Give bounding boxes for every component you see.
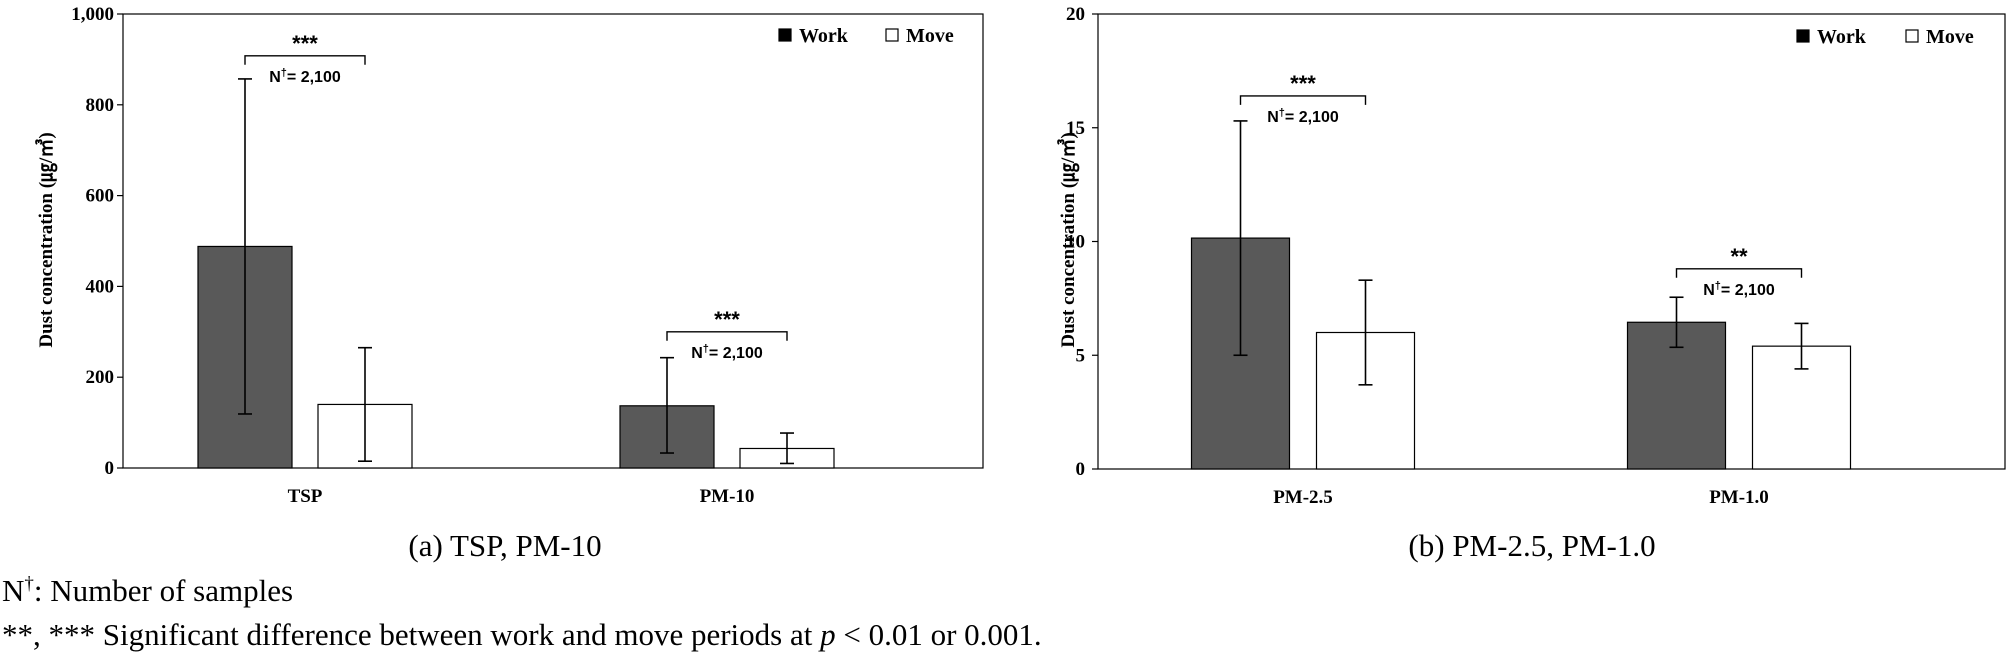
y-axis-label: Dust concentration (㎍/㎥) [34,132,58,347]
chart-b: 0 5 10 15 20 Dust concentration (㎍/㎥) PM-2.5 PM… [1056,4,2006,563]
significance-bracket [1675,268,1803,278]
category-label: PM-10 [700,486,755,507]
significance-stars: *** [714,307,740,332]
category-label: PM-1.0 [1709,487,1769,508]
y-tick-label: 10 [1066,232,1085,253]
y-tick-label: 0 [1076,459,1086,480]
y-tick-label: 20 [1066,4,1085,25]
legend-label-work: Work [1817,26,1867,48]
sample-size-label: N†= 2,100 [691,343,763,362]
y-tick-label: 5 [1076,345,1086,366]
chart-caption: (b) PM-2.5, PM-1.0 [1408,528,1655,563]
y-tick-label: 0 [105,458,115,479]
significance-stars: *** [1290,71,1316,96]
legend-swatch-move [1905,29,1919,43]
sample-size-n: N [269,69,281,86]
footnote-dagger: † [24,573,34,595]
footnote-sig-pre: **, *** Significant difference between w… [2,617,821,652]
footnote-sig-post: < 0.01 or 0.001. [835,617,1042,652]
plot-frame [122,13,984,469]
y-tick-label: 800 [86,95,115,116]
sample-size-dagger: † [703,343,709,355]
significance-bracket [244,55,366,65]
sample-size-value: = 2,100 [1721,282,1775,299]
sample-size-label: N†= 2,100 [269,67,341,86]
sample-size-n: N [1703,282,1715,299]
sample-size-dagger: † [281,67,287,79]
legend-swatch-work [1796,29,1810,43]
y-axis-label: Dust concentration (㎍/㎥) [1056,132,1080,347]
footnote-samples: N†: Number of samples [2,573,293,609]
significance-bracket [666,331,788,341]
sample-size-n: N [1267,109,1279,126]
sample-size-n: N [691,345,703,362]
sample-size-label: N†= 2,100 [1267,107,1339,126]
sample-size-dagger: † [1715,280,1721,292]
footnote-sig-p: p [820,617,836,652]
footnote-n-symbol: N [2,573,25,608]
chart-caption: (a) TSP, PM-10 [408,528,601,563]
footnote-significance: **, *** Significant difference between w… [2,617,1042,653]
legend-swatch-move [885,28,899,42]
y-tick-label: 200 [86,367,115,388]
legend-label-move: Move [906,25,954,47]
y-tick-label: 600 [86,186,115,207]
y-tick-label: 15 [1066,118,1085,139]
category-label: PM-2.5 [1273,487,1333,508]
category-label: TSP [288,486,323,507]
sample-size-value: = 2,100 [287,69,341,86]
footnote-n-text: : Number of samples [33,573,294,608]
chart-a: 0 200 400 600 800 1,000 Dust concentration (㎍/… [34,4,984,563]
sample-size-dagger: † [1279,107,1285,119]
sample-size-value: = 2,100 [709,345,763,362]
sample-size-label: N†= 2,100 [1703,280,1775,299]
legend-label-move: Move [1926,26,1974,48]
y-tick-label: 400 [86,276,115,297]
legend-swatch-work [778,28,792,42]
y-tick-label: 1,000 [71,4,114,25]
legend-label-work: Work [799,25,849,47]
significance-stars: *** [292,31,318,56]
sample-size-value: = 2,100 [1285,109,1339,126]
significance-stars: ** [1730,244,1748,269]
significance-bracket [1239,95,1367,105]
